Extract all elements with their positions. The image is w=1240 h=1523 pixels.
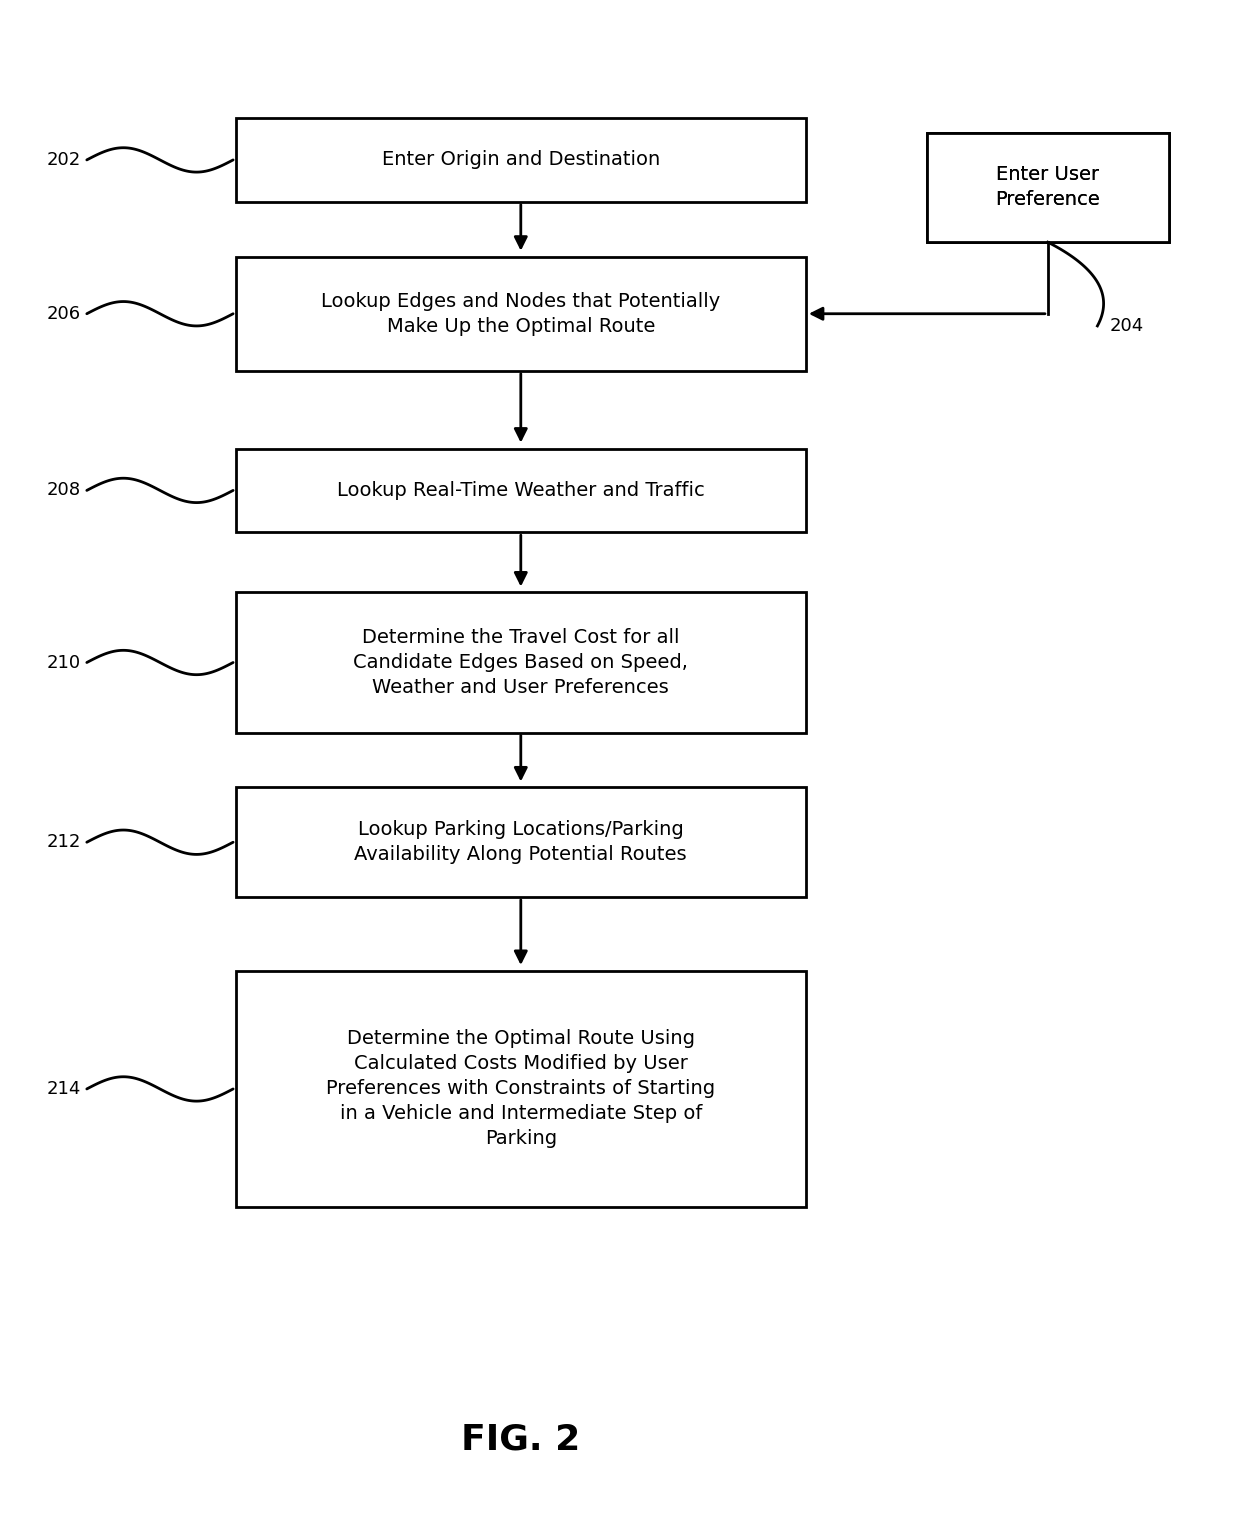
FancyBboxPatch shape: [236, 787, 806, 897]
FancyBboxPatch shape: [236, 592, 806, 733]
Text: 214: 214: [46, 1080, 81, 1098]
Text: Enter Origin and Destination: Enter Origin and Destination: [382, 151, 660, 169]
FancyBboxPatch shape: [236, 256, 806, 372]
Text: Enter User
Preference: Enter User Preference: [996, 166, 1100, 209]
Text: Determine the Optimal Route Using
Calculated Costs Modified by User
Preferences : Determine the Optimal Route Using Calcul…: [326, 1030, 715, 1148]
Text: Lookup Real-Time Weather and Traffic: Lookup Real-Time Weather and Traffic: [337, 481, 704, 500]
FancyBboxPatch shape: [236, 972, 806, 1208]
Text: 210: 210: [46, 653, 81, 672]
Text: 202: 202: [46, 151, 81, 169]
Text: 206: 206: [46, 305, 81, 323]
FancyBboxPatch shape: [236, 448, 806, 533]
FancyBboxPatch shape: [926, 133, 1168, 242]
Text: 212: 212: [46, 833, 81, 851]
FancyBboxPatch shape: [236, 117, 806, 201]
Text: FIG. 2: FIG. 2: [461, 1422, 580, 1456]
Text: 204: 204: [1110, 317, 1145, 335]
Text: Determine the Travel Cost for all
Candidate Edges Based on Speed,
Weather and Us: Determine the Travel Cost for all Candid…: [353, 627, 688, 698]
FancyBboxPatch shape: [926, 133, 1168, 242]
Text: 208: 208: [46, 481, 81, 500]
Text: Lookup Edges and Nodes that Potentially
Make Up the Optimal Route: Lookup Edges and Nodes that Potentially …: [321, 292, 720, 335]
Text: Lookup Parking Locations/Parking
Availability Along Potential Routes: Lookup Parking Locations/Parking Availab…: [355, 821, 687, 864]
Text: Enter User
Preference: Enter User Preference: [996, 166, 1100, 209]
